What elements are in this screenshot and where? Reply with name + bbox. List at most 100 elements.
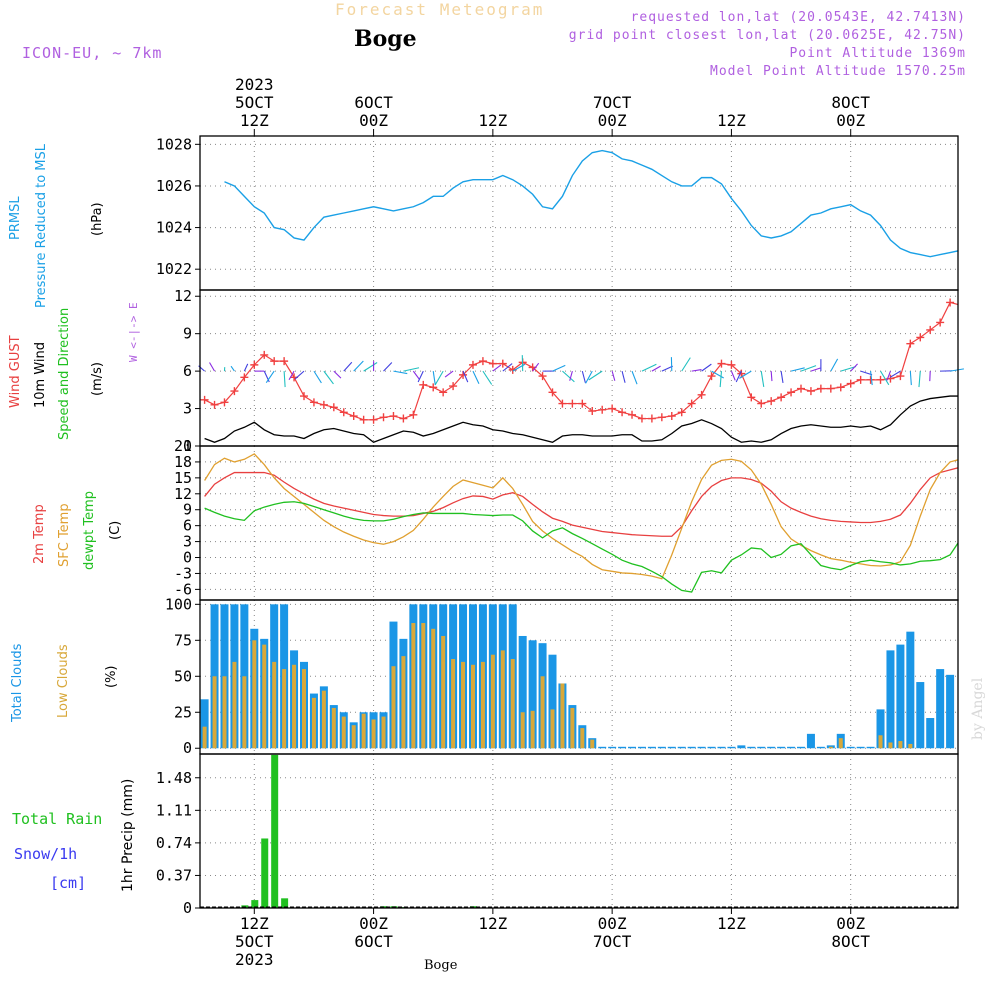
- low-cloud-bar: [222, 676, 227, 749]
- low-cloud-bar: [311, 697, 316, 749]
- low-cloud-bar: [490, 654, 495, 749]
- total-cloud-bar: [767, 746, 776, 749]
- wind-direction-arrow: [434, 370, 444, 386]
- low-cloud-bar: [828, 746, 833, 749]
- wind-direction-arrow: [661, 365, 673, 372]
- gust-marker: [389, 412, 398, 421]
- gust-marker: [797, 384, 805, 393]
- wind-direction-arrow: [681, 357, 691, 372]
- wind-direction-arrow: [641, 363, 657, 372]
- low-cloud-bar: [520, 712, 525, 749]
- total-cloud-bar: [757, 746, 766, 749]
- gust-marker: [359, 415, 368, 424]
- total-cloud-bar: [886, 650, 895, 749]
- ytick-label-precip-3: 1.11: [156, 801, 192, 819]
- wind-direction-arrow: [711, 370, 724, 379]
- wind-direction-arrow: [492, 364, 502, 372]
- ytick-label-temp-2: 0: [183, 549, 192, 567]
- gust-marker: [578, 399, 587, 408]
- total-cloud-bar: [548, 654, 557, 749]
- ytick-label-temp-4: 6: [183, 517, 192, 535]
- gust-marker: [300, 392, 308, 401]
- gust-marker: [329, 403, 338, 412]
- low-cloud-bar: [252, 640, 257, 749]
- model-name: ICON-EU, ~ 7km: [22, 44, 163, 62]
- total-cloud-bar: [916, 682, 925, 749]
- total-cloud-bar: [787, 746, 796, 749]
- low-cloud-bar: [451, 659, 456, 749]
- wind-direction-arrow: [265, 370, 275, 383]
- gust-marker: [379, 413, 388, 422]
- wind-direction-arrow: [581, 370, 586, 383]
- point-altitude: Point Altitude 1369m: [789, 46, 966, 61]
- t2m-series-line: [204, 467, 958, 537]
- low-cloud-bar: [530, 710, 535, 749]
- wind-direction-arrow: [790, 367, 805, 372]
- rain-bar: [251, 900, 259, 908]
- top-time-label: 2023: [235, 75, 274, 94]
- gust-marker: [240, 373, 249, 382]
- low-cloud-bar: [391, 666, 396, 749]
- pressure-label-prmsl: PRMSL: [8, 196, 23, 240]
- gust-marker: [916, 333, 925, 342]
- bottom-time-label: 00Z: [359, 914, 388, 933]
- gust-marker: [806, 387, 815, 396]
- gust-marker: [737, 369, 746, 378]
- ytick-label-clouds-4: 100: [165, 595, 192, 613]
- low-cloud-bar: [292, 664, 297, 749]
- low-cloud-bar: [510, 659, 515, 749]
- wind-direction-arrow: [631, 370, 638, 385]
- low-cloud-bar: [470, 664, 475, 749]
- wind-direction-arrow: [950, 368, 965, 372]
- wind-direction-arrow: [472, 370, 480, 385]
- snow-unit-legend: [cm]: [50, 874, 87, 892]
- ytick-label-clouds-3: 75: [174, 631, 192, 649]
- gust-marker: [846, 379, 855, 388]
- wind-direction-arrow: [770, 371, 773, 382]
- wind-speed-label: Speed and Direction: [57, 307, 72, 440]
- bottom-time-label: 8OCT: [831, 932, 870, 951]
- total-cloud-bar: [936, 669, 945, 749]
- total-cloud-bar: [518, 635, 527, 749]
- low-cloud-bar: [232, 661, 237, 749]
- low-cloud-bar: [272, 661, 277, 749]
- gust-marker: [936, 318, 945, 327]
- bottom-time-label: 5OCT: [235, 932, 274, 951]
- gust-marker: [906, 339, 915, 348]
- gust-marker: [498, 359, 507, 368]
- gust-marker: [220, 398, 229, 407]
- low-cloud-bar: [441, 635, 446, 749]
- gust-marker: [707, 372, 716, 381]
- ytick-label-pressure-0: 1022: [156, 260, 192, 278]
- total-cloud-bar: [618, 746, 627, 749]
- temp-2m-label: 2m Temp: [32, 504, 47, 564]
- wind-direction-arrow: [383, 362, 393, 372]
- low-cloud-bar: [570, 707, 575, 749]
- ytick-label-temp-0: -6: [174, 580, 192, 598]
- gust-marker: [697, 390, 706, 399]
- low-cloud-bar: [381, 716, 386, 749]
- gust-marker: [657, 413, 666, 422]
- wind-direction-arrow: [562, 370, 575, 383]
- wind-direction-arrow: [880, 370, 890, 386]
- top-time-label: 12Z: [478, 111, 507, 130]
- ytick-label-wind-2: 6: [183, 362, 192, 380]
- ytick-label-wind-0: 0: [183, 437, 192, 455]
- bottom-time-label: 12Z: [478, 914, 507, 933]
- wind-direction-arrow: [432, 371, 436, 386]
- wind-direction-arrow: [444, 370, 454, 378]
- gust-marker: [439, 388, 448, 397]
- snow-legend: Snow/1h: [14, 845, 78, 863]
- low-cloud-bar: [202, 726, 207, 749]
- gust-marker: [210, 400, 219, 409]
- wind-direction-arrow: [588, 370, 603, 381]
- total-cloud-bar: [846, 746, 855, 749]
- wind-direction-arrow: [739, 370, 752, 379]
- gust-marker: [369, 415, 378, 424]
- low-cloud-bar: [401, 656, 406, 749]
- total-cloud-bar: [797, 746, 805, 749]
- ytick-label-temp-1: -3: [174, 564, 192, 582]
- low-cloud-bar: [500, 650, 505, 749]
- ytick-label-wind-4: 12: [174, 287, 192, 305]
